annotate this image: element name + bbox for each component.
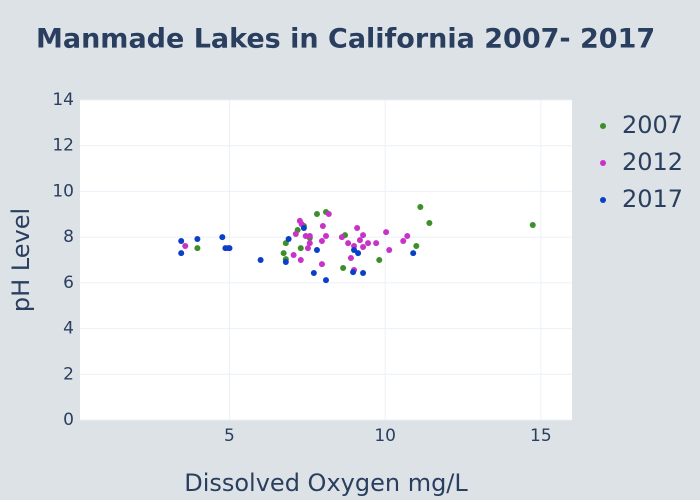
point [182,243,189,250]
point [310,270,317,277]
x-tick-label: 10 [374,426,396,446]
point [306,240,313,247]
point [319,222,326,229]
point [297,257,304,263]
point [413,243,420,250]
point [306,233,313,239]
point [426,219,433,226]
y-tick-label: 10 [52,181,74,201]
point [194,245,201,252]
point [297,245,304,252]
point [354,225,361,231]
point [347,254,354,261]
point [280,250,287,257]
point [318,261,325,268]
point [356,237,363,244]
legend-label: 2017 [622,185,683,213]
point [365,240,372,247]
point [285,235,292,242]
point [410,250,417,257]
point [383,229,390,236]
point [338,234,345,241]
point [376,257,383,263]
point [290,251,297,258]
legend-label: 2007 [622,111,683,139]
y-tick-label: 12 [52,136,74,156]
point [282,259,289,266]
point [323,233,329,239]
point [325,211,332,218]
x-tick-label: 5 [224,426,235,446]
marks [178,203,536,284]
grid: 0 2 4 6 8 10 12 14 5 10 15 [52,90,572,446]
y-tick-label: 2 [63,364,74,384]
plot-area [80,100,572,420]
point [292,230,299,237]
point [360,270,367,277]
legend-marker [600,160,606,166]
point [318,238,325,245]
point [350,269,357,276]
legend-marker [600,123,606,129]
point [373,240,380,247]
point [313,246,320,253]
point [360,232,367,239]
point [300,225,307,231]
point [404,233,411,239]
legend-marker [600,197,606,203]
y-tick-label: 14 [52,90,74,110]
point [345,240,352,247]
point [313,211,320,218]
point [529,222,536,229]
point [226,245,233,252]
point [355,250,362,257]
y-tick-label: 4 [63,319,74,339]
y-axis-label: pH Level [7,208,35,312]
point [257,257,264,263]
y-tick-label: 0 [63,410,74,430]
point [340,265,347,271]
legend: 2007 2012 2017 [600,111,683,213]
legend-label: 2012 [622,148,683,176]
point [351,246,358,253]
point [219,234,226,241]
chart-title: Manmade Lakes in California 2007- 2017 [36,24,655,55]
point [400,238,407,245]
point [360,243,367,250]
x-tick-label: 15 [530,426,552,446]
y-tick-label: 8 [63,227,74,247]
x-axis-label: Dissolved Oxygen mg/L [184,469,468,497]
point [386,246,393,253]
point [304,245,311,252]
point [323,277,329,284]
point [178,238,185,245]
y-tick-label: 6 [63,273,74,293]
point [194,235,201,242]
point [417,203,424,210]
point [178,250,185,257]
